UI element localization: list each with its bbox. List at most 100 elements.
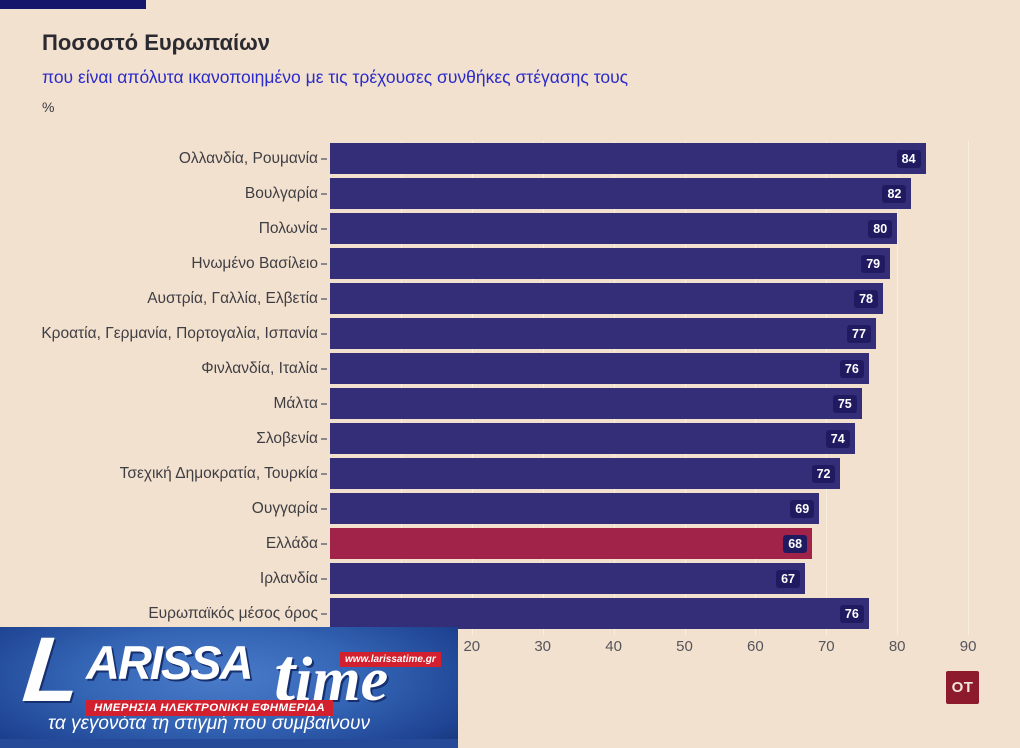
bar-track: 76 — [330, 353, 1020, 384]
value-label: 78 — [854, 289, 879, 308]
category-tick — [321, 402, 327, 405]
category-tick — [321, 262, 327, 265]
category-label: Πολωνία — [258, 219, 318, 237]
x-tick-label: 70 — [817, 638, 835, 655]
category-label: Ηνωμένο Βασίλειο — [191, 254, 318, 272]
chart-row: Ολλανδία, Ρουμανία 84 — [0, 141, 1020, 176]
category-label: Ευρωπαϊκός μέσος όρος — [148, 604, 318, 622]
category-label: Βουλγαρία — [244, 184, 318, 202]
top-accent-bar — [0, 0, 146, 9]
chart-row: Ηνωμένο Βασίλειο 79 — [0, 246, 1020, 281]
bar-track: 76 — [330, 598, 1020, 629]
category-tick — [321, 192, 327, 195]
category-tick — [321, 437, 327, 440]
logo-red-strip: ΗΜΕΡΗΣΙΑ ΗΛΕΚΤΡΟΝΙΚΗ ΕΦΗΜΕΡΙΔΑ — [86, 700, 334, 716]
bar: 76 — [330, 353, 869, 384]
logo-time-t: t — [274, 633, 296, 717]
value-label: 76 — [839, 359, 864, 378]
chart-row: Κροατία, Γερμανία, Πορτογαλία, Ισπανία 77 — [0, 316, 1020, 351]
bar: 76 — [330, 598, 869, 629]
category-label: Αυστρία, Γαλλία, Ελβετία — [147, 289, 318, 307]
bar-track: 75 — [330, 388, 1020, 419]
category-tick — [321, 332, 327, 335]
value-label: 67 — [776, 569, 801, 588]
bar: 68 — [330, 528, 813, 559]
category-label: Μάλτα — [273, 394, 319, 412]
category-label: Σλοβενία — [256, 429, 318, 447]
bar-track: 67 — [330, 563, 1020, 594]
value-label: 68 — [783, 534, 808, 553]
value-label: 76 — [839, 604, 864, 623]
bar: 67 — [330, 563, 806, 594]
bar-track: 82 — [330, 178, 1020, 209]
category-label: Ουγγαρία — [251, 499, 318, 517]
x-tick-label: 40 — [605, 638, 622, 655]
chart-row: Ιρλανδία 67 — [0, 561, 1020, 596]
category-label: Τσεχική Δημοκρατία, Τουρκία — [119, 464, 318, 482]
chart-row: Βουλγαρία 82 — [0, 176, 1020, 211]
chart-row: Τσεχική Δημοκρατία, Τουρκία 72 — [0, 456, 1020, 491]
chart-row: Σλοβενία 74 — [0, 421, 1020, 456]
category-tick — [321, 577, 327, 580]
category-label: Φινλανδία, Ιταλία — [201, 359, 318, 377]
bar: 72 — [330, 458, 841, 489]
value-label: 82 — [882, 184, 907, 203]
x-tick-label: 90 — [959, 638, 977, 655]
category-label: Ελλάδα — [265, 534, 318, 552]
chart-row: Ουγγαρία 69 — [0, 491, 1020, 526]
chart-row: Ευρωπαϊκός μέσος όρος 76 — [0, 596, 1020, 631]
logo-wordmark: ARISSA — [86, 636, 254, 689]
bar: 69 — [330, 493, 820, 524]
bar-track: 69 — [330, 493, 1020, 524]
gridline — [897, 141, 899, 635]
logo-url-badge: www.larissatime.gr — [340, 652, 441, 667]
logo-letter-l: L — [18, 627, 86, 721]
bar-track: 84 — [330, 143, 1020, 174]
bar: 77 — [330, 318, 876, 349]
chart-title: Ποσοστό Ευρωπαίων — [42, 30, 270, 55]
category-tick — [321, 227, 327, 230]
x-tick-label: 20 — [463, 638, 481, 655]
bar-track: 68 — [330, 528, 1020, 559]
chart-subtitle: που είναι απόλυτα ικανοποιημένο με τις τ… — [42, 67, 629, 87]
value-label: 74 — [825, 429, 850, 448]
value-label: 75 — [832, 394, 857, 413]
category-label: Κροατία, Γερμανία, Πορτογαλία, Ισπανία — [41, 324, 318, 342]
bar-track: 79 — [330, 248, 1020, 279]
category-tick — [321, 612, 327, 615]
bar: 84 — [330, 143, 926, 174]
bar-chart: Ολλανδία, Ρουμανία 84 Βουλγαρία 82 Πολωνία 80… — [0, 141, 1020, 661]
category-tick — [321, 472, 327, 475]
unit-label: % — [42, 99, 55, 115]
value-label: 84 — [896, 149, 921, 168]
chart-rows: Ολλανδία, Ρουμανία 84 Βουλγαρία 82 Πολωνία 80… — [0, 141, 1020, 631]
bar: 79 — [330, 248, 891, 279]
value-label: 80 — [868, 219, 893, 238]
bar-track: 74 — [330, 423, 1020, 454]
x-tick-label: 30 — [534, 638, 552, 655]
bar: 78 — [330, 283, 884, 314]
bar: 82 — [330, 178, 912, 209]
larissatime-logo: L ARISSA time www.larissatime.gr ΗΜΕΡΗΣΙ… — [0, 627, 458, 748]
x-tick-label: 60 — [747, 638, 764, 655]
category-tick — [321, 157, 327, 160]
value-label: 72 — [811, 464, 836, 483]
category-label: Ιρλανδία — [259, 569, 318, 587]
bar-track: 78 — [330, 283, 1020, 314]
chart-row: Αυστρία, Γαλλία, Ελβετία 78 — [0, 281, 1020, 316]
logo-bottom-strip — [0, 739, 458, 748]
bar: 80 — [330, 213, 898, 244]
bar-track: 77 — [330, 318, 1020, 349]
ot-badge: OT — [946, 671, 979, 704]
x-axis: 20 30 40 50 60 70 80 90 — [330, 638, 1020, 658]
chart-row: Ελλάδα 68 — [0, 526, 1020, 561]
category-tick — [321, 297, 327, 300]
chart-row: Μάλτα 75 — [0, 386, 1020, 421]
chart-row: Πολωνία 80 — [0, 211, 1020, 246]
chart-row: Φινλανδία, Ιταλία 76 — [0, 351, 1020, 386]
value-label: 77 — [847, 324, 871, 343]
bar: 75 — [330, 388, 862, 419]
bar-track: 72 — [330, 458, 1020, 489]
bar: 74 — [330, 423, 855, 454]
